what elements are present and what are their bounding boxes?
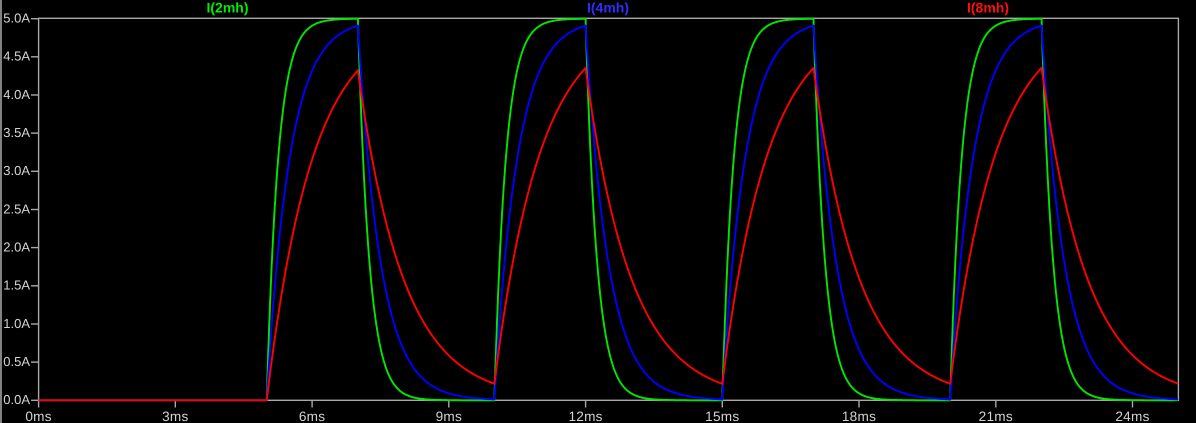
svg-text:2.5A: 2.5A bbox=[3, 201, 30, 216]
svg-text:12ms: 12ms bbox=[568, 409, 602, 423]
svg-text:24ms: 24ms bbox=[1115, 409, 1149, 423]
svg-text:4.5A: 4.5A bbox=[3, 49, 30, 64]
svg-text:6ms: 6ms bbox=[299, 409, 325, 423]
svg-text:0.0A: 0.0A bbox=[3, 392, 30, 407]
svg-text:I(8mh): I(8mh) bbox=[967, 0, 1009, 15]
svg-text:1.0A: 1.0A bbox=[3, 316, 30, 331]
svg-text:21ms: 21ms bbox=[979, 409, 1013, 423]
svg-text:5.0A: 5.0A bbox=[3, 11, 30, 26]
svg-text:0.5A: 0.5A bbox=[3, 354, 30, 369]
svg-text:0ms: 0ms bbox=[25, 409, 51, 423]
svg-text:1.5A: 1.5A bbox=[3, 278, 30, 293]
svg-text:I(2mh): I(2mh) bbox=[207, 0, 249, 15]
svg-text:3.5A: 3.5A bbox=[3, 125, 30, 140]
svg-text:18ms: 18ms bbox=[842, 409, 876, 423]
svg-text:3ms: 3ms bbox=[162, 409, 188, 423]
svg-text:2.0A: 2.0A bbox=[3, 240, 30, 255]
svg-text:3.0A: 3.0A bbox=[3, 163, 30, 178]
svg-text:9ms: 9ms bbox=[436, 409, 462, 423]
svg-text:I(4mh): I(4mh) bbox=[587, 0, 629, 15]
svg-text:15ms: 15ms bbox=[705, 409, 739, 423]
svg-text:4.0A: 4.0A bbox=[3, 87, 30, 102]
